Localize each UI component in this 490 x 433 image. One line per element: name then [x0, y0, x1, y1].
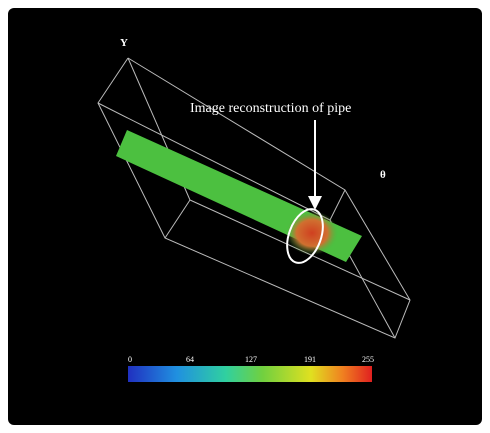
colorbar-label: 127: [245, 355, 257, 364]
visualization: Y θ Image reconstruction of pipe 0 64 12…: [0, 0, 490, 433]
colorbar-label: 0: [128, 355, 132, 364]
hot-spot: [286, 211, 338, 255]
theta-axis-label: θ: [380, 169, 386, 181]
colorbar: [128, 366, 372, 382]
colorbar-label: 64: [186, 355, 194, 364]
annotation: Image reconstruction of pipe: [190, 101, 351, 116]
colorbar-label: 255: [362, 355, 374, 364]
colorbar-label: 191: [304, 355, 316, 364]
y-axis-label: Y: [120, 37, 128, 49]
